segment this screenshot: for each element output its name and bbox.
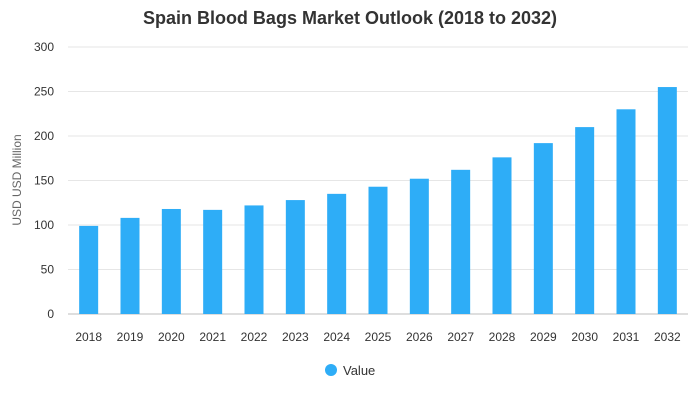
x-tick-label-2026: 2026: [406, 330, 433, 344]
bar-2020[interactable]: [161, 208, 181, 314]
x-tick-label-2018: 2018: [75, 330, 102, 344]
y-tick-label-100: 100: [34, 218, 54, 232]
x-axis-ticks: 2018 2019 2020 2021 2022 2023 2024 2025 2026 2027…: [75, 330, 681, 344]
x-tick-label-2032: 2032: [654, 330, 681, 344]
bar-2029[interactable]: [533, 143, 553, 314]
legend[interactable]: Value: [325, 363, 375, 378]
x-tick-label-2019: 2019: [117, 330, 144, 344]
bar-2031[interactable]: [616, 109, 636, 314]
x-tick-label-2021: 2021: [199, 330, 226, 344]
bar-2026[interactable]: [409, 178, 429, 314]
x-tick-label-2027: 2027: [447, 330, 474, 344]
bar-2021[interactable]: [203, 209, 223, 314]
x-tick-label-2023: 2023: [282, 330, 309, 344]
y-tick-label-250: 250: [34, 85, 54, 99]
bar-2018[interactable]: [79, 225, 99, 314]
y-tick-label-0: 0: [47, 307, 54, 321]
x-tick-label-2025: 2025: [365, 330, 392, 344]
y-tick-label-50: 50: [41, 263, 55, 277]
bar-2032[interactable]: [657, 87, 677, 314]
bar-2019[interactable]: [120, 217, 140, 314]
x-tick-label-2030: 2030: [571, 330, 598, 344]
y-tick-label-200: 200: [34, 129, 54, 143]
y-tick-label-150: 150: [34, 174, 54, 188]
x-tick-label-2022: 2022: [241, 330, 268, 344]
y-axis-title: USD USD Million: [10, 134, 24, 225]
x-tick-label-2028: 2028: [489, 330, 516, 344]
bar-2027[interactable]: [451, 169, 471, 314]
bar-2022[interactable]: [244, 205, 264, 314]
x-tick-label-2024: 2024: [323, 330, 350, 344]
bar-2030[interactable]: [575, 127, 595, 314]
legend-marker-value: [325, 364, 337, 376]
legend-label-value: Value: [343, 363, 375, 378]
bar-2025[interactable]: [368, 186, 388, 314]
y-axis-ticks: 0 50 100 150 200 250 300: [34, 40, 54, 321]
bar-layer: [79, 87, 677, 314]
bar-2024[interactable]: [327, 193, 347, 314]
bar-2028[interactable]: [492, 157, 512, 314]
bar-2023[interactable]: [285, 200, 305, 314]
x-tick-label-2029: 2029: [530, 330, 557, 344]
y-tick-label-300: 300: [34, 40, 54, 54]
x-tick-label-2020: 2020: [158, 330, 185, 344]
x-tick-label-2031: 2031: [613, 330, 640, 344]
chart-title: Spain Blood Bags Market Outlook (2018 to…: [142, 8, 558, 28]
